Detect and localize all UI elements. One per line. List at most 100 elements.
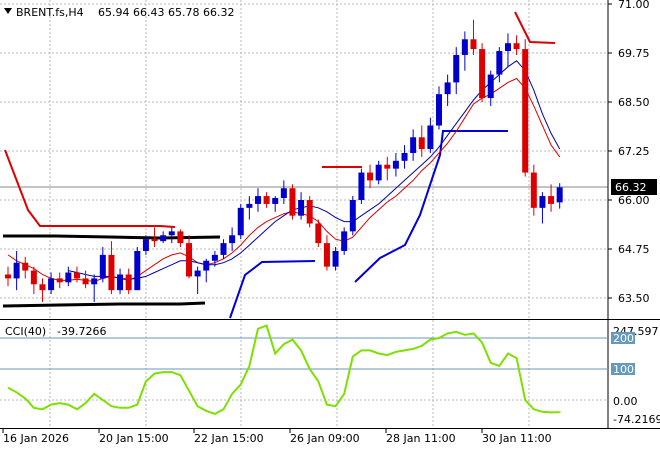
bull-candle — [246, 203, 253, 208]
bear-candle — [5, 274, 11, 279]
cci-line — [7, 324, 561, 415]
bull-candle — [375, 164, 382, 181]
slow-ma-line — [68, 60, 561, 280]
price-tick-label: 67.25 — [618, 145, 650, 158]
bull-candle — [487, 74, 494, 99]
bear-candle — [367, 172, 374, 181]
bull-candle — [211, 254, 218, 261]
bear-candle — [522, 49, 529, 173]
bear-candle — [263, 196, 270, 204]
bear-candle — [151, 239, 158, 242]
bull-candle — [461, 39, 468, 55]
bull-candle — [427, 125, 434, 150]
bear-candle — [470, 39, 477, 50]
price-tick-label: 66.00 — [618, 194, 650, 207]
time-tick-label: 28 Jan 11:00 — [386, 432, 456, 445]
bull-candle — [99, 254, 106, 279]
bull-candle — [272, 198, 279, 204]
triangle-down-icon[interactable] — [4, 8, 12, 14]
bull-candle — [134, 250, 141, 291]
bear-candle — [30, 270, 37, 285]
bear-candle — [479, 49, 486, 99]
bear-candle — [306, 200, 313, 224]
time-axis: 16 Jan 2026 20 Jan 15:00 22 Jan 15:00 26 Ja… — [2, 428, 552, 445]
bull-candle — [453, 54, 460, 83]
bull-candle — [556, 187, 563, 203]
bear-candle — [548, 196, 555, 204]
bull-candle — [142, 239, 149, 251]
bull-candle — [168, 231, 175, 236]
fast-ma-line — [7, 77, 561, 283]
bull-candle — [332, 250, 339, 267]
bear-candle — [315, 223, 322, 244]
time-tick-label: 30 Jan 11:00 — [482, 432, 552, 445]
bull-candle — [254, 196, 261, 204]
bull-candle — [117, 274, 124, 291]
price-tick-label: 63.50 — [618, 292, 650, 305]
bull-candle — [203, 260, 210, 271]
bull-candle — [392, 160, 399, 169]
bull-candle — [48, 278, 55, 291]
bull-candle — [229, 235, 236, 244]
bull-candle — [496, 51, 503, 75]
bear-candle — [125, 274, 132, 291]
bear-candle — [418, 137, 425, 150]
bull-candle — [280, 188, 287, 199]
time-tick-label: 16 Jan 2026 — [3, 432, 69, 445]
bear-candle — [384, 164, 391, 169]
price-tick-label: 69.75 — [618, 47, 650, 60]
price-axis: 71.00 69.75 68.50 67.25 66.00 64.75 63.50 — [608, 0, 650, 305]
bear-candle — [82, 278, 89, 285]
lower-stop-line-2 — [354, 130, 508, 283]
bear-candle — [323, 243, 330, 267]
upper-stop-line — [4, 149, 176, 228]
bull-candle — [220, 243, 227, 255]
bear-candle — [108, 254, 115, 291]
bull-candle — [436, 94, 442, 126]
cci-level-100-tag — [611, 363, 635, 375]
cci-scale-min: -74.2169 — [613, 413, 660, 426]
bear-candle — [513, 43, 520, 50]
bull-candle — [539, 196, 546, 208]
candlestick-series — [5, 19, 563, 302]
symbol-timeframe: BRENT.fs,H4 — [16, 6, 84, 19]
cci-level-0-label: 0.00 — [613, 395, 638, 408]
time-tick-label: 26 Jan 09:00 — [290, 432, 360, 445]
time-tick-label: 22 Jan 15:00 — [194, 432, 264, 445]
bear-candle — [177, 231, 184, 244]
bull-candle — [358, 172, 365, 200]
price-tick-label: 68.50 — [618, 96, 650, 109]
bull-candle — [444, 82, 451, 95]
price-tick-label: 71.00 — [618, 0, 650, 11]
bull-candle — [13, 262, 20, 279]
price-tick-label: 64.75 — [618, 243, 650, 256]
bear-candle — [530, 172, 537, 208]
bear-candle — [22, 262, 29, 271]
bull-candle — [160, 235, 167, 242]
ohlc-values: 65.94 66.43 65.78 66.32 — [98, 6, 234, 19]
bull-candle — [341, 231, 348, 251]
cci-value: -39.7266 — [57, 325, 106, 338]
bear-candle — [186, 243, 193, 277]
cci-label: CCI(40) — [5, 325, 46, 338]
bull-candle — [237, 207, 244, 236]
time-tick-label: 20 Jan 15:00 — [99, 432, 169, 445]
current-price-label: 66.32 — [611, 179, 657, 195]
cci-axis: 247.597 200 100 0.00 -74.2169 — [611, 325, 660, 426]
cci-level-200-tag — [611, 332, 635, 344]
current-price-value: 66.32 — [615, 181, 647, 194]
upper-stop-line-3 — [514, 11, 556, 44]
bear-candle — [289, 188, 296, 216]
bull-candle — [349, 200, 356, 232]
cci-level-200-label: 200 — [613, 332, 634, 345]
bull-candle — [410, 137, 417, 153]
trailing-stop-lines — [4, 11, 556, 319]
chart-header: BRENT.fs,H4 65.94 66.43 65.78 66.32 — [4, 6, 234, 19]
cci-level-100-label: 100 — [613, 363, 634, 376]
cci-panel-grid — [0, 337, 608, 401]
bear-candle — [73, 272, 80, 279]
channel-upper-line — [3, 234, 221, 240]
bull-candle — [91, 278, 98, 285]
bear-candle — [39, 284, 46, 291]
